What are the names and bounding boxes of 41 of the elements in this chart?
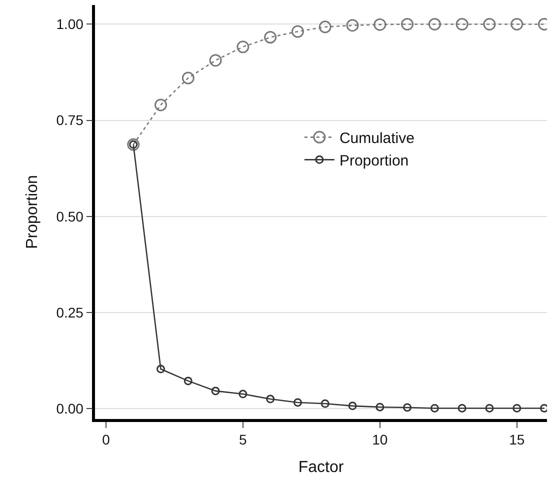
y-tick-label: 1.00 [56, 16, 84, 32]
point [238, 390, 248, 398]
point [348, 402, 357, 410]
x-tick-label: 10 [372, 432, 388, 448]
point [209, 54, 222, 67]
point [512, 404, 522, 412]
y-tick-label: 0.50 [56, 208, 84, 224]
point [458, 404, 466, 412]
y-tick-label: 0.75 [56, 112, 84, 128]
y-tick-label: 0.00 [56, 400, 84, 417]
point [485, 404, 494, 412]
legend-label: Cumulative [339, 130, 414, 148]
point [184, 376, 192, 386]
point [182, 72, 194, 84]
x-axis-title: Factor [298, 459, 344, 476]
point [376, 402, 384, 412]
point [374, 18, 386, 31]
point [483, 18, 496, 30]
point [456, 18, 468, 30]
point [236, 40, 250, 54]
point [428, 18, 441, 30]
x-tick-label: 5 [239, 432, 248, 448]
point [156, 364, 165, 374]
point [403, 403, 412, 412]
point [510, 18, 524, 30]
x-tick-label: 15 [509, 432, 525, 448]
point [401, 18, 414, 30]
legend-label: Proportion [339, 152, 409, 170]
point [154, 98, 167, 112]
point [430, 404, 439, 412]
y-axis-title: Proportion [24, 175, 42, 249]
point [211, 386, 220, 396]
point [264, 31, 277, 44]
point [293, 398, 302, 407]
point [266, 394, 275, 404]
point [291, 25, 304, 38]
y-tick-label: 0.25 [56, 304, 84, 320]
point [318, 20, 332, 34]
point [346, 19, 359, 32]
x-tick-label: 0 [102, 432, 110, 448]
point [320, 399, 330, 408]
